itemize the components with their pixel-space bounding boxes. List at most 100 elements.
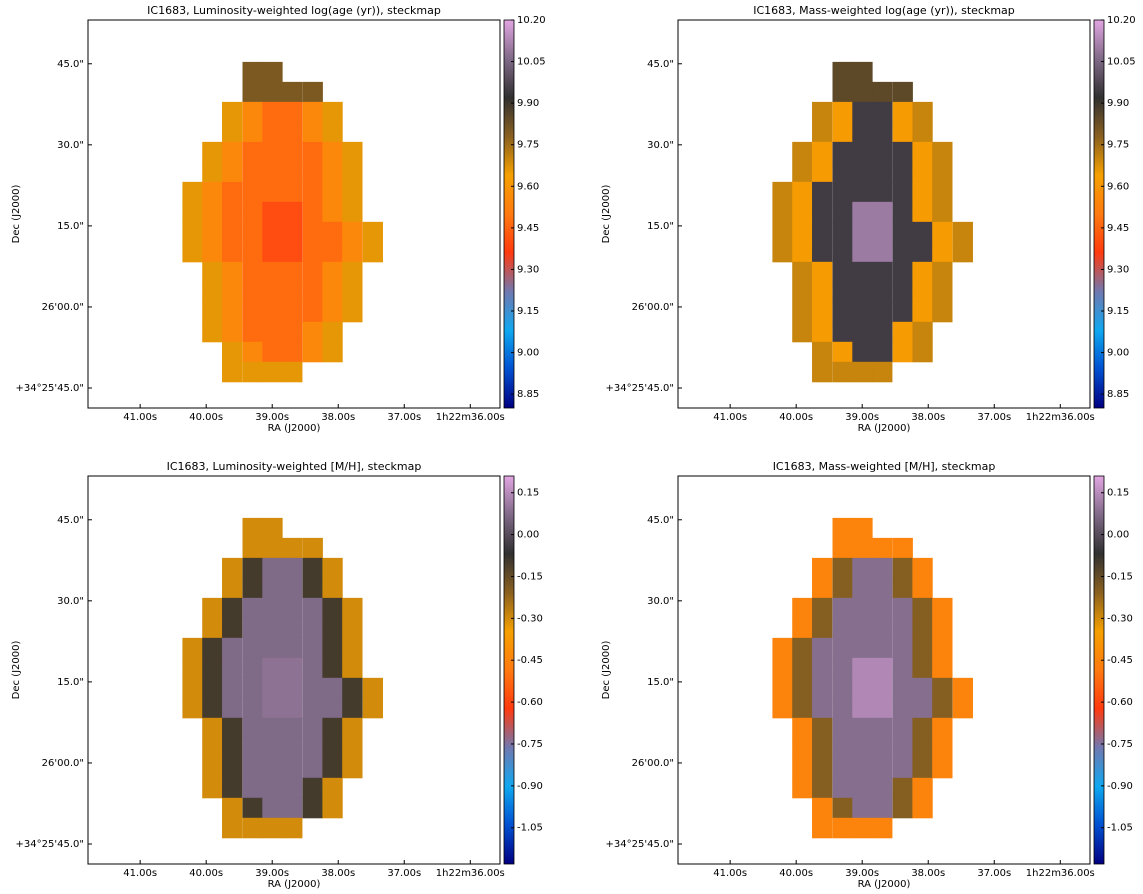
heatmap-cell — [912, 161, 933, 183]
heatmap-cell — [182, 637, 203, 659]
heatmap-cell — [892, 81, 913, 103]
heatmap-cell — [912, 321, 933, 343]
heatmap-cell — [322, 281, 343, 303]
heatmap-cell — [202, 161, 223, 183]
colorbar-tick-label: 0.00 — [517, 530, 539, 541]
heatmap-cell — [202, 637, 223, 659]
heatmap-cell — [322, 121, 343, 143]
x-axis-label: RA (J2000) — [268, 879, 321, 890]
heatmap-cell — [302, 577, 323, 599]
heatmap-cell — [912, 101, 933, 123]
heatmap-cell — [812, 261, 833, 283]
heatmap-cell — [242, 817, 263, 839]
colorbar-tick-label: 9.60 — [517, 181, 539, 192]
heatmap-cell — [832, 597, 853, 619]
y-tick-label: 30.0" — [57, 140, 84, 151]
heatmap-cell — [242, 361, 263, 383]
heatmap-cell — [932, 737, 953, 759]
heatmap-cell — [852, 557, 873, 579]
x-tick-label: 37.00s — [387, 412, 421, 423]
heatmap-cell — [832, 201, 853, 223]
heatmap-cell — [322, 637, 343, 659]
heatmap-cell — [912, 797, 933, 819]
heatmap-cell — [222, 577, 243, 599]
heatmap-cell — [772, 657, 793, 679]
heatmap-cell — [852, 637, 873, 659]
heatmap-cell — [892, 341, 913, 363]
heatmap-cell — [322, 757, 343, 779]
heatmap-cell — [262, 81, 283, 103]
heatmap-cell — [772, 677, 793, 699]
heatmap-cell — [932, 161, 953, 183]
heatmap-cell — [322, 101, 343, 123]
heatmap-cell — [322, 301, 343, 323]
heatmap-cell — [282, 361, 303, 383]
heatmap-cell — [912, 201, 933, 223]
heatmap-cell — [322, 341, 343, 363]
heatmap-cell — [892, 777, 913, 799]
colorbar-tick-label: 9.15 — [517, 306, 539, 317]
heatmap-cell — [952, 241, 973, 263]
heatmap-cell — [912, 637, 933, 659]
heatmap-cell — [872, 181, 893, 203]
x-tick-label: 39.00s — [845, 868, 879, 879]
x-tick-label: 1h22m36.00s — [1026, 868, 1095, 879]
heatmap-cell — [282, 141, 303, 163]
heatmap-cell — [322, 737, 343, 759]
x-tick-label: 41.00s — [123, 868, 157, 879]
colorbar-tick-label: 9.30 — [517, 264, 539, 275]
heatmap-cell — [832, 281, 853, 303]
heatmap-cell — [322, 141, 343, 163]
heatmap-cell — [892, 797, 913, 819]
heatmap-cell — [852, 517, 873, 539]
heatmap-cell — [302, 797, 323, 819]
heatmap-cell — [282, 737, 303, 759]
heatmap-cell — [892, 181, 913, 203]
heatmap-cell — [302, 161, 323, 183]
heatmap-cell — [202, 321, 223, 343]
heatmap-cell — [302, 241, 323, 263]
heatmap-cell — [222, 777, 243, 799]
colorbar-tick-label: 9.60 — [1107, 181, 1129, 192]
heatmap-cell — [812, 817, 833, 839]
heatmap-cell — [832, 101, 853, 123]
heatmap-cell — [932, 221, 953, 243]
heatmap-cell — [302, 557, 323, 579]
heatmap-cell — [182, 201, 203, 223]
colorbar-tick-label: 9.00 — [1107, 348, 1129, 359]
heatmap-cell — [912, 657, 933, 679]
heatmap-cell — [812, 181, 833, 203]
heatmap-cell — [812, 617, 833, 639]
heatmap-cell — [892, 141, 913, 163]
heatmap-cell — [262, 737, 283, 759]
heatmap-cell — [812, 101, 833, 123]
heatmap-cell — [812, 321, 833, 343]
heatmap-cell — [912, 717, 933, 739]
colorbar-tick-label: 9.45 — [1107, 223, 1129, 234]
x-tick-label: 39.00s — [845, 412, 879, 423]
heatmap-cell — [222, 261, 243, 283]
heatmap-cell — [872, 677, 893, 699]
heatmap-cell — [302, 677, 323, 699]
heatmap-cell — [342, 241, 363, 263]
heatmap-cell — [262, 817, 283, 839]
heatmap-cell — [832, 817, 853, 839]
heatmap-cell — [852, 161, 873, 183]
heatmap-cell — [872, 241, 893, 263]
heatmap-cell — [182, 241, 203, 263]
heatmap-cell — [832, 757, 853, 779]
heatmap-cell — [342, 597, 363, 619]
heatmap-cell — [772, 241, 793, 263]
heatmap-cell — [282, 597, 303, 619]
heatmap-cell — [242, 321, 263, 343]
heatmap-cell — [262, 241, 283, 263]
heatmap-cell — [282, 637, 303, 659]
heatmap-cell — [772, 697, 793, 719]
heatmap-cell — [812, 221, 833, 243]
heatmap-cell — [912, 181, 933, 203]
heatmap-cell — [262, 697, 283, 719]
heatmap-cell — [342, 677, 363, 699]
heatmap-cell — [792, 697, 813, 719]
heatmap-cell — [792, 657, 813, 679]
y-tick-label: +34°25'45.0" — [16, 839, 84, 850]
